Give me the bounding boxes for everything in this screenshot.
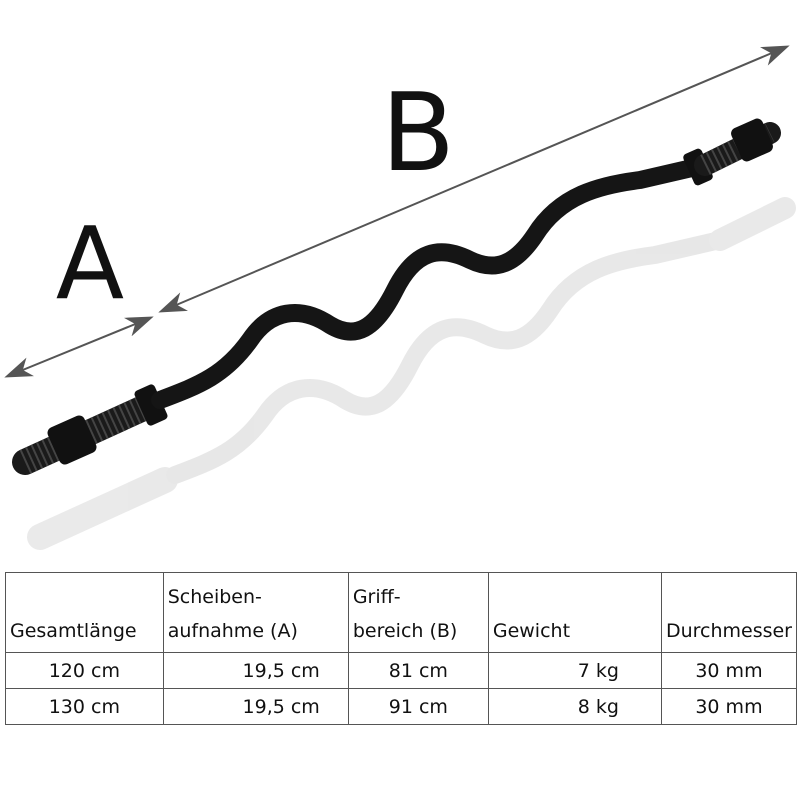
label-b: B (381, 71, 455, 196)
header-cell: Scheiben-aufnahme (A) (162, 572, 349, 653)
table-cell: 8 kg (487, 688, 662, 725)
table-cell: 19,5 cm (162, 652, 349, 689)
header-text: aufnahme (A) (167, 620, 298, 642)
header-text: Griff- (352, 586, 401, 608)
header-text: bereich (B) (352, 620, 458, 642)
arrow-a (4, 316, 154, 378)
spec-table: Gesamtlänge Scheiben-aufnahme (A) Griff-be… (5, 572, 798, 725)
header-row: Gesamtlänge Scheiben-aufnahme (A) Griff-be… (5, 572, 798, 653)
header-cell: Griff-bereich (B) (347, 572, 489, 653)
table-cell: 30 mm (660, 688, 798, 725)
table-body: 120 cm 19,5 cm 81 cm 7 kg 30 mm 130 cm 19,5 cm… (5, 652, 798, 725)
table-row: 120 cm 19,5 cm 81 cm 7 kg 30 mm (5, 652, 798, 689)
product-drawing: A B (4, 45, 796, 550)
header-text: Gesamtlänge (10, 620, 137, 642)
table-cell: 120 cm (5, 652, 164, 689)
table-cell: 81 cm (347, 652, 489, 689)
table-cell: 19,5 cm (162, 688, 349, 725)
header-cell: Durchmesser (660, 572, 798, 653)
table-cell: 30 mm (660, 652, 798, 689)
table-cell: 130 cm (5, 688, 164, 725)
table-cell: 7 kg (487, 652, 662, 689)
header-text: Gewicht (492, 620, 571, 642)
table-cell: 91 cm (347, 688, 489, 725)
arrow-b (158, 45, 790, 313)
header-cell: Gewicht (487, 572, 662, 653)
header-text: Scheiben- (167, 586, 262, 608)
label-a: A (56, 205, 124, 322)
table-row: 130 cm 19,5 cm 91 cm 8 kg 30 mm (5, 688, 798, 725)
header-text: Durchmesser (665, 620, 792, 642)
header-cell: Gesamtlänge (5, 572, 164, 653)
